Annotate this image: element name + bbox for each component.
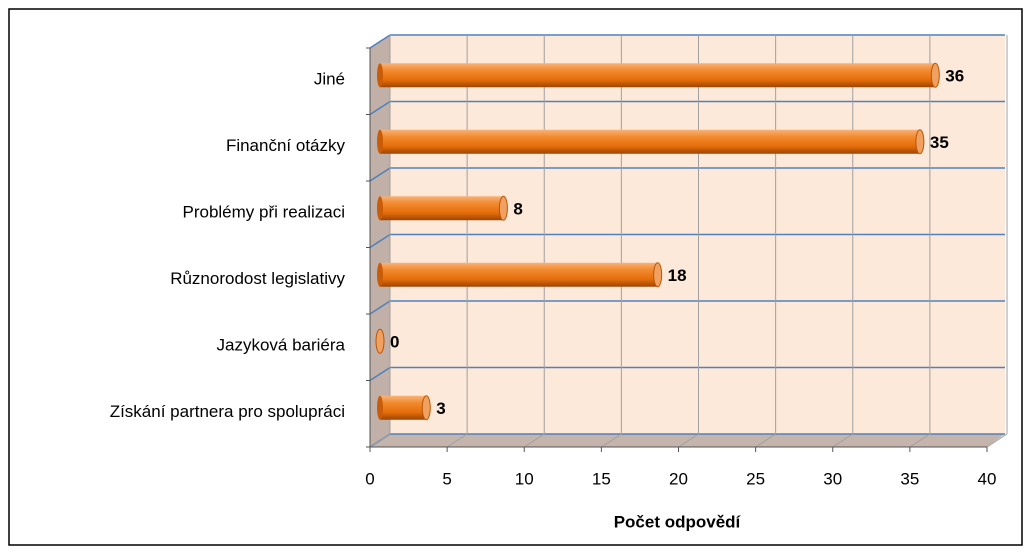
bar-base	[377, 129, 383, 154]
bar	[377, 62, 940, 88]
category-line-side	[369, 100, 391, 116]
bar	[377, 262, 663, 288]
y-tick-label: Různorodost legislativy	[170, 269, 345, 288]
grid-line-floor	[601, 433, 622, 448]
bar-cap	[375, 328, 385, 354]
grid-line-floor	[909, 433, 931, 448]
bar-body	[380, 63, 936, 88]
x-tick-label: 40	[978, 469, 997, 488]
bar-base	[377, 196, 383, 221]
y-tick-label: Problémy při realizaci	[183, 203, 346, 222]
bar-cap	[421, 395, 431, 421]
bar	[377, 395, 431, 421]
bar	[375, 328, 385, 354]
bar-cap	[915, 129, 925, 155]
bar-body	[380, 129, 920, 154]
y-tick-label: Jazyková bariéra	[216, 336, 345, 355]
y-tick-label: Jiné	[314, 70, 345, 89]
x-tick-label: 10	[515, 469, 534, 488]
category-line-side	[369, 34, 391, 49]
category-line-side	[369, 233, 391, 249]
grid-line-floor	[986, 433, 1008, 448]
value-label: 36	[945, 67, 964, 86]
value-label: 0	[390, 333, 399, 352]
bar-body	[380, 262, 658, 287]
bar	[377, 129, 925, 155]
grid-line-floor	[446, 433, 468, 448]
category-line-side	[369, 167, 391, 182]
x-tick-label: 30	[823, 469, 842, 488]
bar-base	[377, 262, 383, 287]
category-line-side	[369, 300, 391, 315]
grid-line-floor	[523, 433, 545, 448]
bar-cap	[653, 262, 663, 288]
floor	[370, 434, 1005, 447]
bar-base	[377, 63, 383, 88]
x-tick-label: 25	[746, 469, 765, 488]
grid-line-floor	[755, 433, 776, 448]
category-line-side	[369, 366, 391, 382]
bar	[377, 195, 508, 221]
grid-line-floor	[832, 433, 854, 448]
x-tick-label: 35	[900, 469, 919, 488]
bar-base	[377, 395, 383, 420]
value-label: 3	[436, 399, 445, 418]
y-tick-label: Získání partnera pro spolupráci	[110, 402, 345, 421]
value-label: 35	[930, 133, 949, 152]
y-tick-label: Finanční otázky	[226, 136, 346, 155]
x-tick-label: 5	[442, 469, 451, 488]
grid-line-floor	[678, 433, 699, 448]
bar-cap	[498, 195, 508, 221]
x-tick-label: 15	[592, 469, 611, 488]
x-tick-label: 20	[669, 469, 688, 488]
bar-body	[380, 196, 504, 221]
value-label: 8	[513, 200, 522, 219]
value-label: 18	[668, 266, 687, 285]
bar-cap	[930, 62, 940, 88]
bar-body	[380, 395, 427, 420]
grid-line-floor	[369, 433, 391, 448]
x-axis-title: Počet odpovědí	[614, 512, 742, 531]
x-tick-label: 0	[365, 469, 374, 488]
